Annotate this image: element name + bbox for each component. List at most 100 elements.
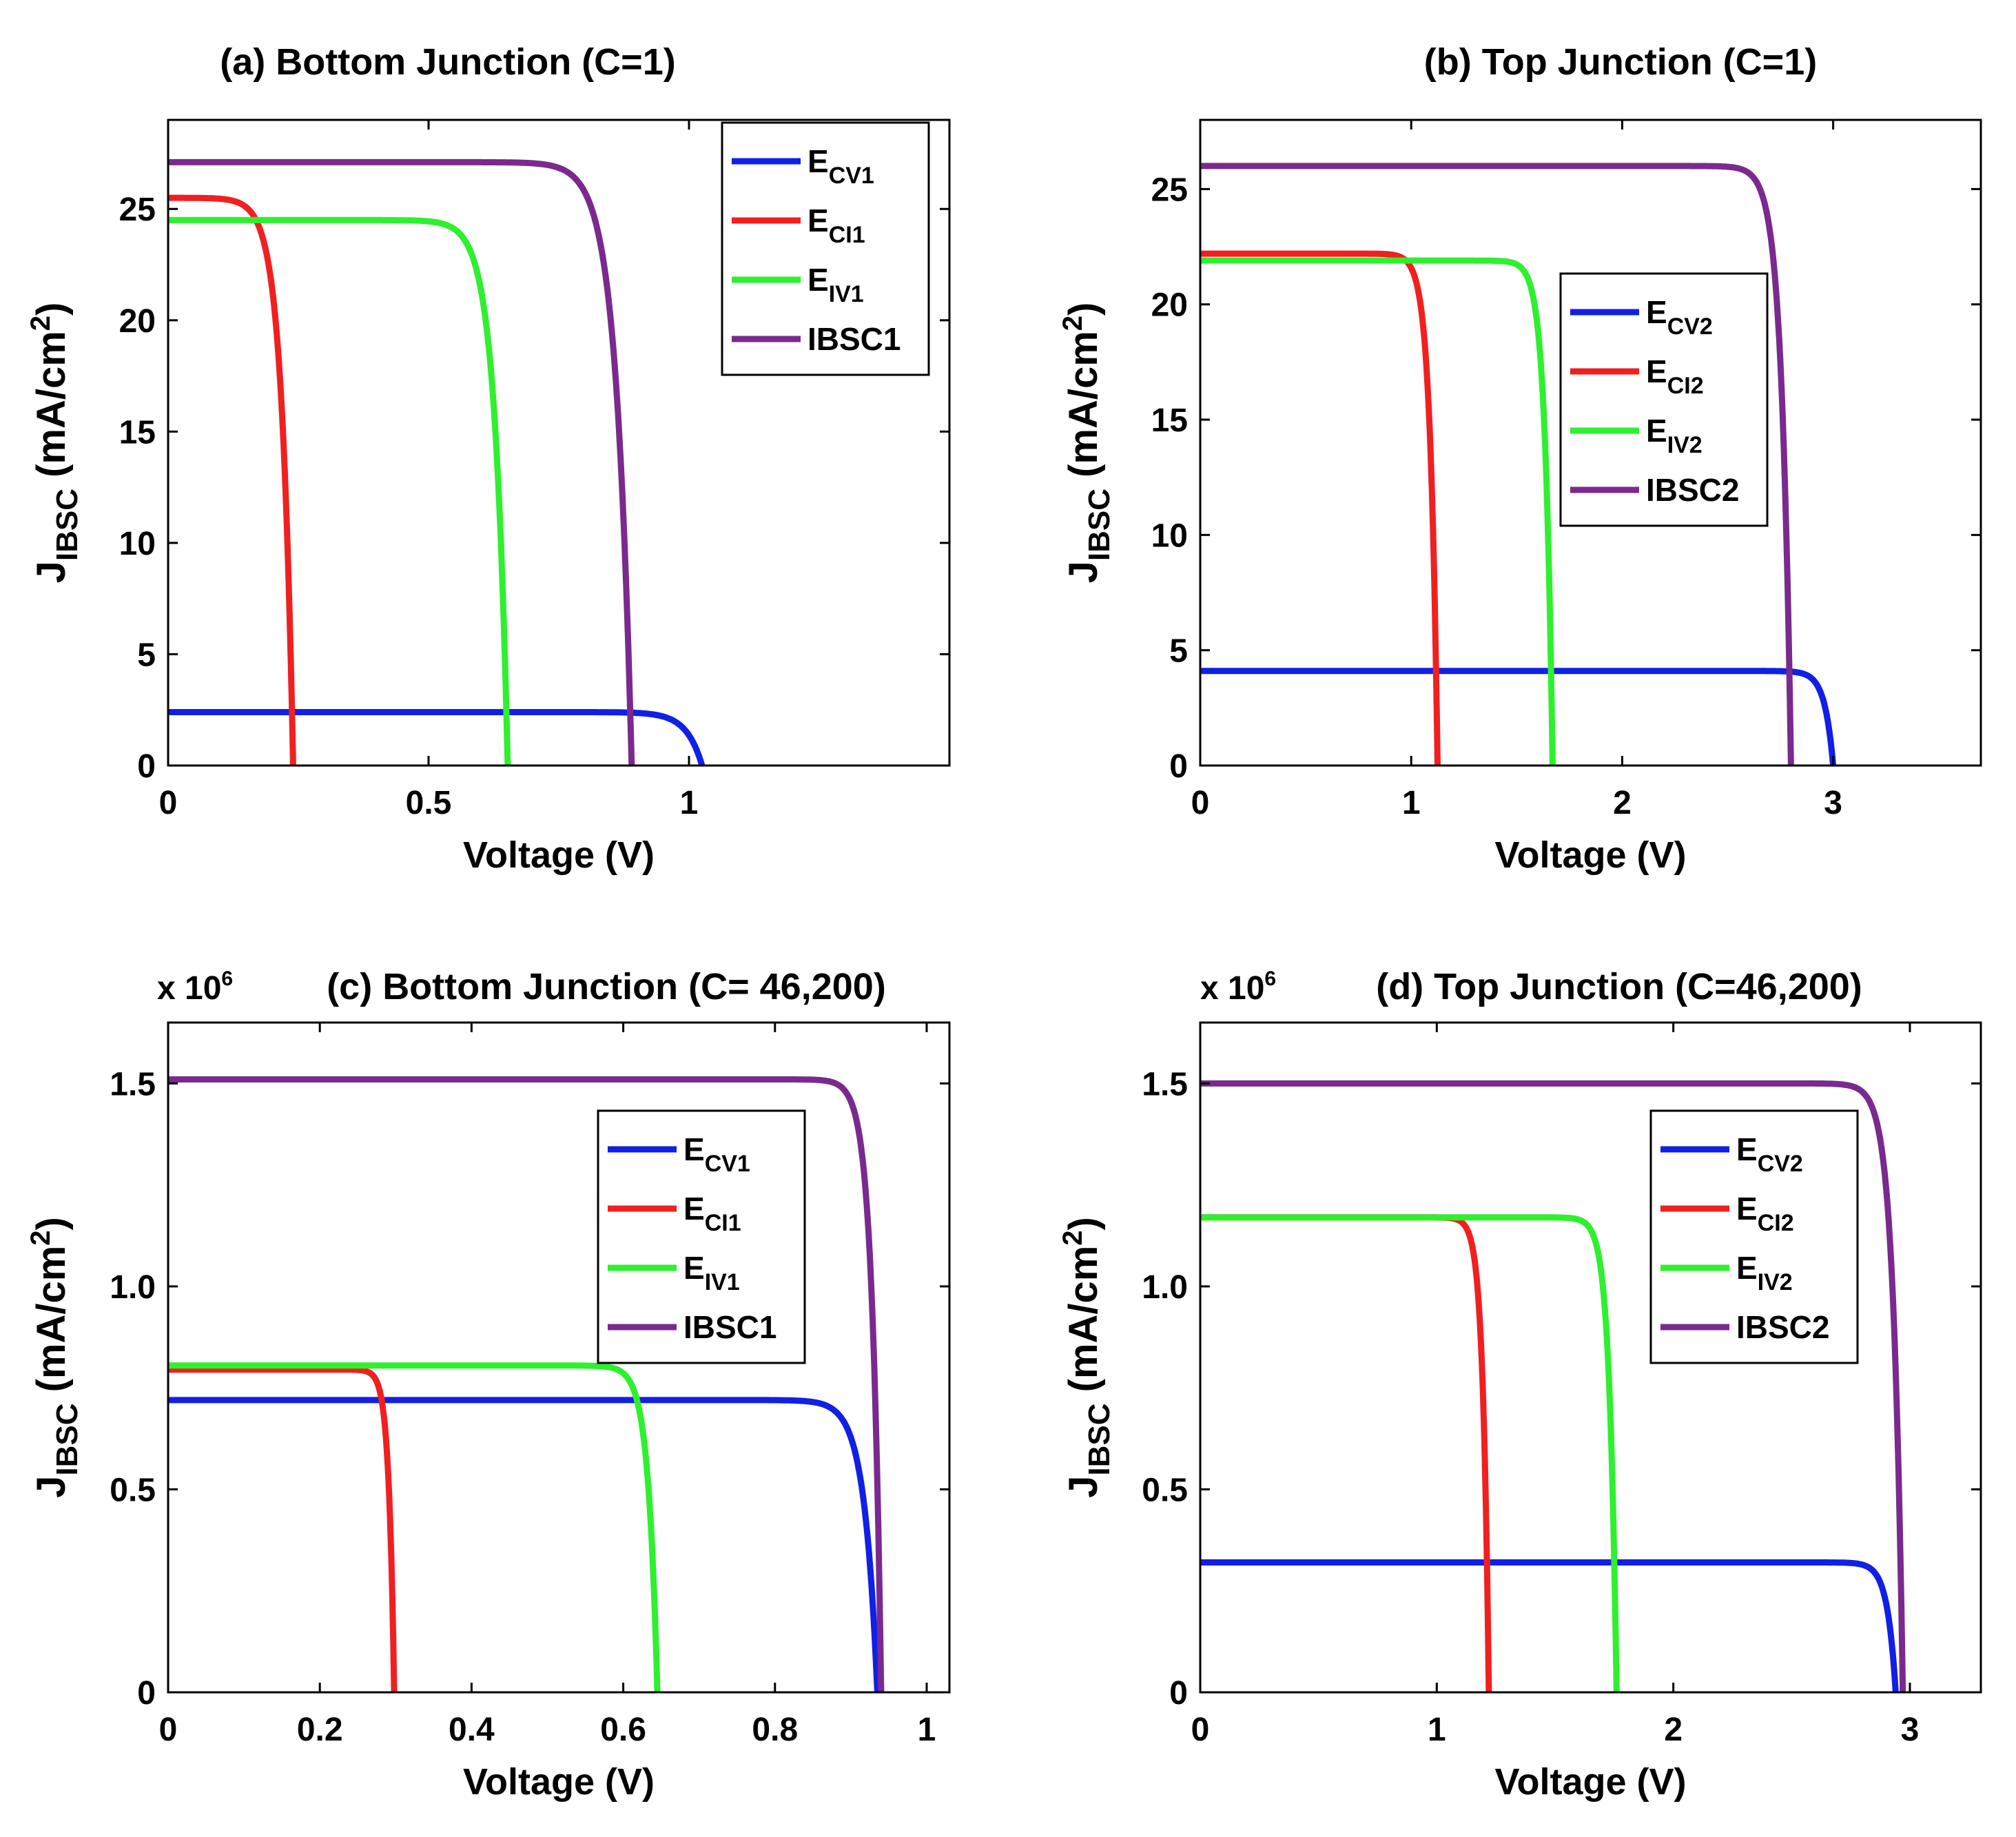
x-tick-label: 0 — [159, 785, 178, 821]
series-line-e-ci — [165, 194, 296, 766]
x-tick-label: 0.8 — [752, 1712, 798, 1748]
series-group — [165, 1076, 885, 1693]
legend: ECV2 ECI2 EIV2 IBSC2 — [1649, 1109, 1859, 1364]
y-tick-label: 0 — [137, 748, 156, 785]
chart-title: (b) Top Junction (C=1) — [1424, 41, 1817, 83]
x-tick-label: 1 — [1428, 1712, 1446, 1748]
series-line-e-cv — [1198, 668, 1837, 766]
series-line-e-cv — [1198, 1559, 1899, 1693]
plot-frame — [1199, 119, 1982, 767]
series-line-e-iv — [165, 1362, 661, 1693]
x-tick-label: 1 — [918, 1712, 936, 1748]
y-tick-label: 0 — [137, 1675, 156, 1712]
y-tick-label: 10 — [1151, 517, 1188, 554]
series-line-e-ci — [1197, 250, 1441, 766]
y-tick-label: 0.5 — [110, 1472, 156, 1508]
series-line-ibsc — [166, 1076, 885, 1693]
legend-label-e-ci: ECI2 — [1736, 1191, 1794, 1236]
x-axis-label: Voltage (V) — [1494, 1761, 1686, 1803]
y-tick-label: 15 — [1151, 402, 1188, 439]
y-tick-label: 20 — [1151, 287, 1188, 324]
y-tick-label: 1.0 — [110, 1269, 156, 1306]
legend-label-e-ci: ECI1 — [808, 203, 865, 248]
series-line-e-iv — [1197, 257, 1556, 766]
legend: ECV1 ECI1 EIV1 IBSC1 — [597, 1109, 806, 1364]
series-line-ibsc — [1198, 1080, 1906, 1693]
x-axis-label: Voltage (V) — [1494, 834, 1686, 876]
series-group — [1197, 163, 1837, 766]
plot-frame — [167, 1021, 951, 1694]
series-line-e-iv — [165, 216, 511, 766]
y-tick-label: 1.0 — [1142, 1269, 1188, 1306]
plot-frame — [1199, 1021, 1982, 1694]
y-tick-label: 25 — [119, 192, 156, 228]
legend-label-e-iv: EIV1 — [808, 262, 864, 307]
x-tick-label: 0.2 — [297, 1712, 343, 1748]
panel-d: x 106 (d) Top Junction (C=46,200) 0 1 2 3 0 0.5… — [1058, 966, 1982, 1803]
legend: ECV1 ECI1 EIV1 IBSC1 — [721, 121, 930, 376]
y-tick-label: 1.5 — [1142, 1066, 1188, 1102]
y-axis-label: JIBSC (mA/cm2) — [1058, 302, 1116, 584]
legend: ECV2 ECI2 EIV2 IBSC2 — [1559, 272, 1769, 527]
series-group — [1197, 1080, 1906, 1693]
y-axis-label: JIBSC (mA/cm2) — [1058, 1217, 1116, 1498]
panel-b: (b) Top Junction (C=1) 0 1 2 3 0 5 10 15 20 25 Volt… — [1058, 41, 1982, 876]
x-tick-label: 1 — [680, 785, 699, 821]
y-tick-label: 10 — [119, 526, 156, 562]
legend-label-ibsc: IBSC1 — [808, 321, 901, 357]
chart-title: (d) Top Junction (C=46,200) — [1376, 966, 1862, 1007]
y-tick-label: 15 — [119, 414, 156, 451]
legend-label-e-ci: ECI1 — [683, 1191, 741, 1236]
series-line-e-cv — [166, 709, 706, 767]
x-tick-label: 2 — [1664, 1712, 1683, 1748]
y-tick-label: 25 — [1151, 172, 1188, 208]
legend-label-e-ci: ECI2 — [1646, 353, 1704, 399]
x-tick-label: 3 — [1824, 785, 1842, 821]
series-line-ibsc — [165, 158, 635, 766]
y-tick-label: 1.5 — [110, 1066, 156, 1102]
panel-c: x 106 (c) Bottom Junction (C= 46,200) 0 0.2… — [25, 966, 951, 1803]
chart-title: (a) Bottom Junction (C=1) — [220, 41, 675, 83]
y-axis-label: JIBSC (mA/cm2) — [25, 302, 84, 584]
legend-label-e-cv: ECV2 — [1736, 1131, 1803, 1177]
series-group — [165, 158, 706, 767]
y-axis-label: JIBSC (mA/cm2) — [25, 1217, 84, 1498]
series-line-e-cv — [166, 1397, 881, 1693]
legend-label-ibsc: IBSC2 — [1646, 472, 1739, 508]
legend-box — [1649, 1109, 1859, 1364]
x-tick-label: 0.6 — [600, 1712, 646, 1748]
scale-label: x 106 — [1200, 967, 1276, 1007]
legend-label-e-iv: EIV2 — [1736, 1250, 1793, 1295]
legend-label-ibsc: IBSC1 — [683, 1309, 776, 1345]
x-tick-label: 0 — [1191, 785, 1210, 821]
series-line-ibsc — [1198, 163, 1794, 766]
x-tick-label: 0 — [159, 1712, 178, 1748]
chart-title: (c) Bottom Junction (C= 46,200) — [327, 966, 886, 1007]
x-tick-label: 2 — [1613, 785, 1632, 821]
legend-box — [597, 1109, 806, 1364]
y-tick-label: 5 — [1169, 633, 1188, 670]
x-tick-label: 3 — [1901, 1712, 1920, 1748]
legend-label-e-iv: EIV1 — [683, 1250, 740, 1295]
x-tick-label: 1 — [1402, 785, 1421, 821]
legend-label-e-cv: ECV1 — [808, 143, 874, 189]
plot-frame — [167, 119, 951, 767]
x-axis-label: Voltage (V) — [463, 1761, 655, 1803]
scale-label: x 106 — [157, 967, 233, 1007]
x-tick-label: 0 — [1191, 1712, 1210, 1748]
legend-label-e-iv: EIV2 — [1646, 413, 1703, 458]
legend-label-ibsc: IBSC2 — [1736, 1309, 1829, 1345]
y-tick-label: 5 — [137, 637, 156, 673]
legend-label-e-cv: ECV2 — [1646, 294, 1713, 340]
y-tick-label: 0.5 — [1142, 1472, 1188, 1508]
x-tick-label: 0.5 — [406, 785, 452, 821]
series-line-e-iv — [1197, 1214, 1620, 1693]
x-tick-label: 0.4 — [449, 1712, 495, 1748]
legend-box — [721, 121, 930, 376]
y-tick-label: 20 — [119, 303, 156, 340]
series-line-e-ci — [165, 1366, 398, 1693]
panel-a: (a) Bottom Junction (C=1)0 0.5 10510152025… — [25, 41, 951, 876]
y-tick-label: 0 — [1169, 1675, 1188, 1712]
series-line-e-ci — [1197, 1214, 1492, 1693]
